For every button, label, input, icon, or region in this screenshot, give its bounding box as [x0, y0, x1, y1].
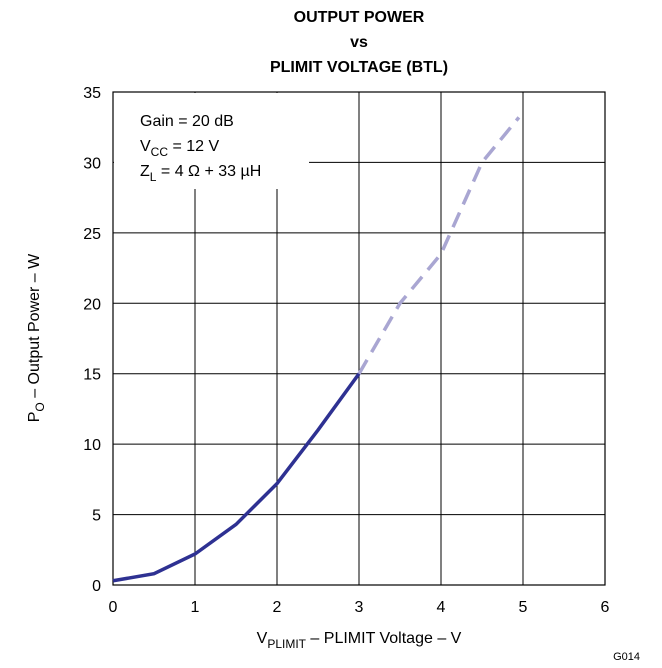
x-tick-label: 6 [601, 599, 610, 616]
annotation-sub: CC [151, 145, 169, 159]
figure-id: G014 [613, 651, 640, 663]
x-axis-label: VPLIMIT – PLIMIT Voltage – V [257, 630, 462, 651]
annotation-rest: = 4 Ω + 33 µH [156, 163, 261, 180]
annotation-background [114, 93, 309, 189]
chart-title: OUTPUT POWER [294, 9, 425, 26]
y-tick-label: 20 [83, 296, 101, 313]
line [357, 116, 521, 375]
x-tick-label: 2 [273, 599, 282, 616]
x-tick-label: 0 [109, 599, 118, 616]
x-tick-label: 3 [355, 599, 364, 616]
annotation-rest: = 12 V [168, 138, 219, 155]
y-tick-label: 25 [83, 226, 101, 243]
x-tick-label: 4 [437, 599, 446, 616]
y-tick-label: 5 [92, 508, 101, 525]
y-tick-label: 35 [83, 85, 101, 102]
y-tick-label: 0 [92, 578, 101, 595]
y-axis-label: PO – Output Power – W [26, 253, 47, 422]
x-axis-label-rest: – PLIMIT Voltage – V [306, 630, 462, 647]
line [112, 372, 361, 583]
y-axis-label-main: P [26, 412, 43, 423]
x-axis-label-main: V [257, 630, 268, 647]
chart-title: vs [350, 34, 368, 51]
x-axis-label-sub: PLIMIT [267, 637, 306, 651]
annotation-main: V [140, 138, 151, 155]
y-tick-label: 30 [83, 155, 101, 172]
chart-title: PLIMIT VOLTAGE (BTL) [270, 59, 448, 76]
x-tick-label: 5 [519, 599, 528, 616]
annotation: VCC = 12 V [140, 138, 219, 159]
annotation: ZL = 4 Ω + 33 µH [140, 163, 261, 184]
annotation: Gain = 20 dB [140, 113, 234, 130]
y-tick-label: 15 [83, 367, 101, 384]
y-axis-label-rest: – Output Power – W [26, 253, 43, 402]
annotation-sub: L [150, 170, 157, 184]
annotation-main: Gain = 20 dB [140, 113, 234, 130]
y-tick-label: 10 [83, 437, 101, 454]
plot-frame [112, 91, 606, 586]
annotation-main: Z [140, 163, 150, 180]
y-axis-label-sub: O [33, 402, 47, 411]
x-tick-label: 1 [191, 599, 200, 616]
